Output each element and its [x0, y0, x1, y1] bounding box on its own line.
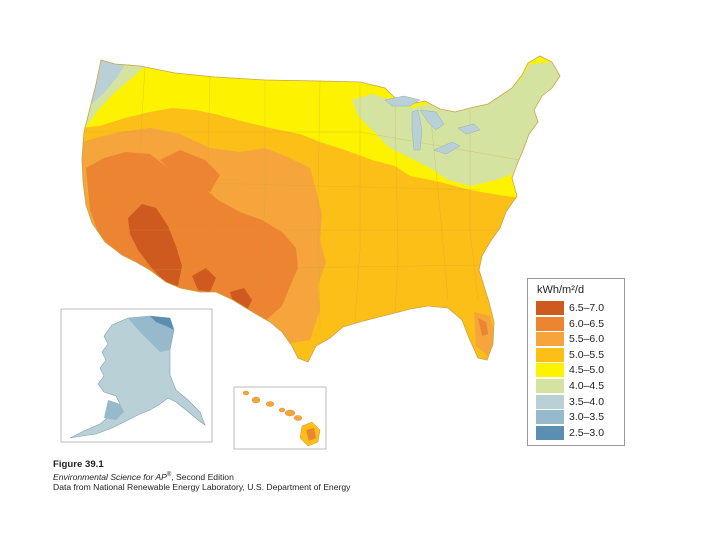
book-title-line: Environmental Science for AP®, Second Ed…	[53, 470, 393, 482]
figure-number: Figure 39.1	[53, 459, 104, 470]
legend-label: 3.0–3.5	[569, 411, 605, 424]
legend-swatch	[536, 410, 564, 425]
legend-label: 2.5–3.0	[569, 426, 605, 439]
legend-swatch	[536, 301, 564, 315]
legend-entry: 6.5–7.0	[536, 301, 622, 316]
legend-label: 4.0–4.5	[569, 380, 605, 392]
legend-swatch	[536, 332, 564, 347]
data-source: Data from National Renewable Energy Labo…	[53, 482, 351, 493]
legend-entry: 3.5–4.0	[536, 394, 622, 410]
legend-label: 3.5–4.0	[569, 395, 605, 408]
legend-label: 5.5–6.0	[569, 333, 605, 346]
legend-label: 4.5–5.0	[569, 364, 605, 377]
book-title: Environmental Science for AP	[53, 472, 167, 483]
legend-swatch	[536, 379, 564, 393]
book-edition: , Second Edition	[171, 472, 234, 483]
legend-entry: 6.0–6.5	[536, 316, 622, 332]
legend-label: 5.0–5.5	[569, 348, 605, 361]
legend-swatch	[536, 347, 564, 362]
legend-swatch	[536, 394, 564, 409]
legend-swatch	[536, 425, 564, 440]
legend-entry: 4.0–4.5	[536, 379, 622, 394]
legend-entry: 5.0–5.5	[536, 347, 622, 363]
legend-swatch	[536, 363, 564, 378]
hawaii-inset	[233, 386, 327, 450]
legend-swatch	[536, 316, 564, 331]
alaska-inset	[60, 308, 213, 443]
legend-label: 6.5–7.0	[569, 302, 605, 314]
book-title-sup: ®	[166, 472, 172, 479]
map-legend: kWh/m²/d 6.5–7.0 6.0–6.5 5.5–6.0 5.0–5.5 4.5…	[527, 278, 625, 446]
legend-label: 6.0–6.5	[569, 317, 605, 330]
great-lakes	[384, 95, 481, 155]
figure-caption: Figure 39.1 Environmental Science for AP…	[53, 459, 393, 493]
legend-entry: 2.5–3.0	[536, 425, 622, 441]
legend-entry: 5.5–6.0	[536, 332, 622, 347]
legend-entry: 4.5–5.0	[536, 363, 622, 378]
legend-entry: 3.0–3.5	[536, 410, 622, 425]
legend-title: kWh/m²/d	[537, 284, 585, 296]
